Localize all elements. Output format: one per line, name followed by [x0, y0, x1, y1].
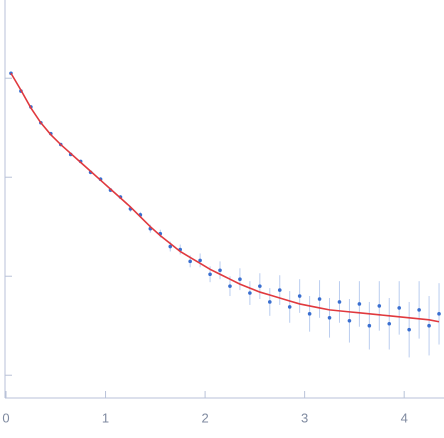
data-point	[377, 304, 382, 308]
fit-line	[10, 72, 440, 323]
data-point	[337, 300, 342, 304]
data-point	[357, 302, 362, 306]
data-point	[297, 294, 302, 298]
data-point	[287, 305, 292, 309]
x-tick-label: 4	[401, 410, 408, 425]
data-point	[417, 308, 421, 312]
data-point	[427, 323, 431, 328]
data-point	[317, 297, 322, 301]
data-point	[188, 259, 192, 264]
data-point	[267, 300, 272, 304]
data-point	[277, 288, 282, 292]
x-tick-label: 1	[102, 410, 109, 425]
data-point	[228, 284, 232, 288]
data-point	[327, 316, 332, 320]
data-point	[397, 306, 402, 310]
data-point	[198, 258, 202, 263]
data-point	[168, 244, 173, 249]
data-point	[367, 323, 372, 328]
data-point	[248, 291, 252, 295]
x-tick-label: 2	[201, 410, 208, 425]
data-point	[307, 312, 312, 316]
data-point	[208, 272, 212, 277]
data-point	[258, 284, 262, 288]
data-point	[437, 312, 441, 316]
x-tick-label: 0	[2, 410, 9, 425]
data-point	[407, 327, 411, 332]
data-point	[347, 318, 352, 323]
data-point	[387, 321, 392, 326]
x-tick-label: 3	[301, 410, 308, 425]
data-point	[238, 277, 242, 281]
data-point	[218, 268, 222, 273]
